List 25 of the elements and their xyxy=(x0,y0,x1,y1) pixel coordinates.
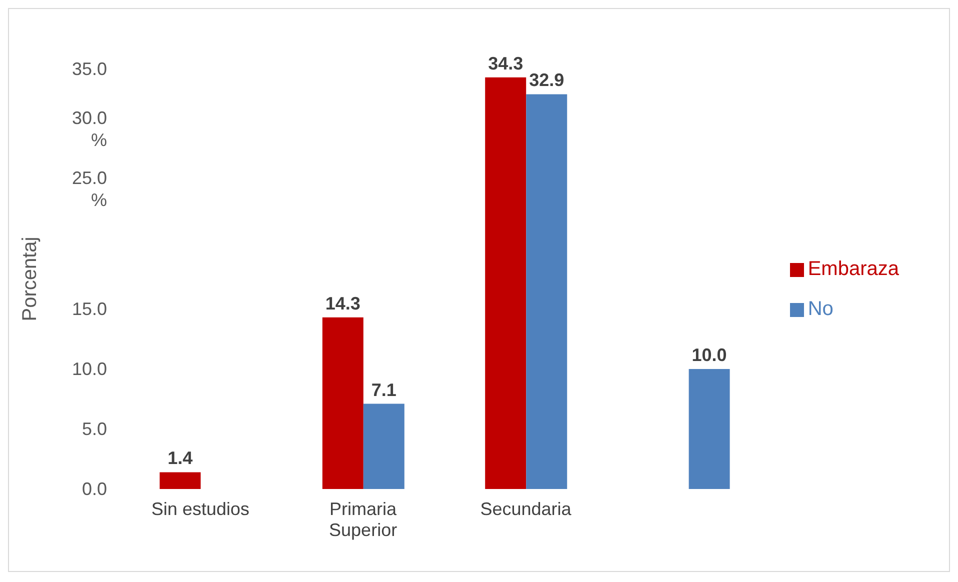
bar xyxy=(526,94,568,489)
y-axis-title: Porcentaj xyxy=(19,236,42,322)
bar xyxy=(485,77,526,489)
data-label: 34.3 xyxy=(488,53,524,74)
x-tick-label: Sin estudios xyxy=(151,499,250,519)
data-label: 32.9 xyxy=(529,70,564,90)
x-tick-label: Secundaria xyxy=(480,499,572,519)
legend-label: No xyxy=(808,298,834,320)
y-tick-label: 30.0 % xyxy=(72,108,107,150)
y-tick-label: 5.0 xyxy=(82,419,107,439)
y-tick-label: 0.0 xyxy=(82,479,107,499)
data-label: 10.0 xyxy=(692,345,727,365)
x-tick-label: Primaria Superior xyxy=(329,499,398,540)
y-tick-label: 15.0 xyxy=(72,299,107,319)
bar xyxy=(363,404,404,489)
legend-label: Embaraza xyxy=(808,258,899,280)
y-tick-label: 25.0 % xyxy=(72,168,107,210)
bar xyxy=(160,472,201,489)
data-label: 7.1 xyxy=(371,380,396,400)
bar xyxy=(322,317,364,489)
data-label: 1.4 xyxy=(168,448,193,468)
y-tick-label: 35.0 xyxy=(72,59,107,79)
bar xyxy=(688,369,730,489)
data-label: 14.3 xyxy=(325,293,360,314)
y-tick-label: 10.0 xyxy=(72,359,107,379)
